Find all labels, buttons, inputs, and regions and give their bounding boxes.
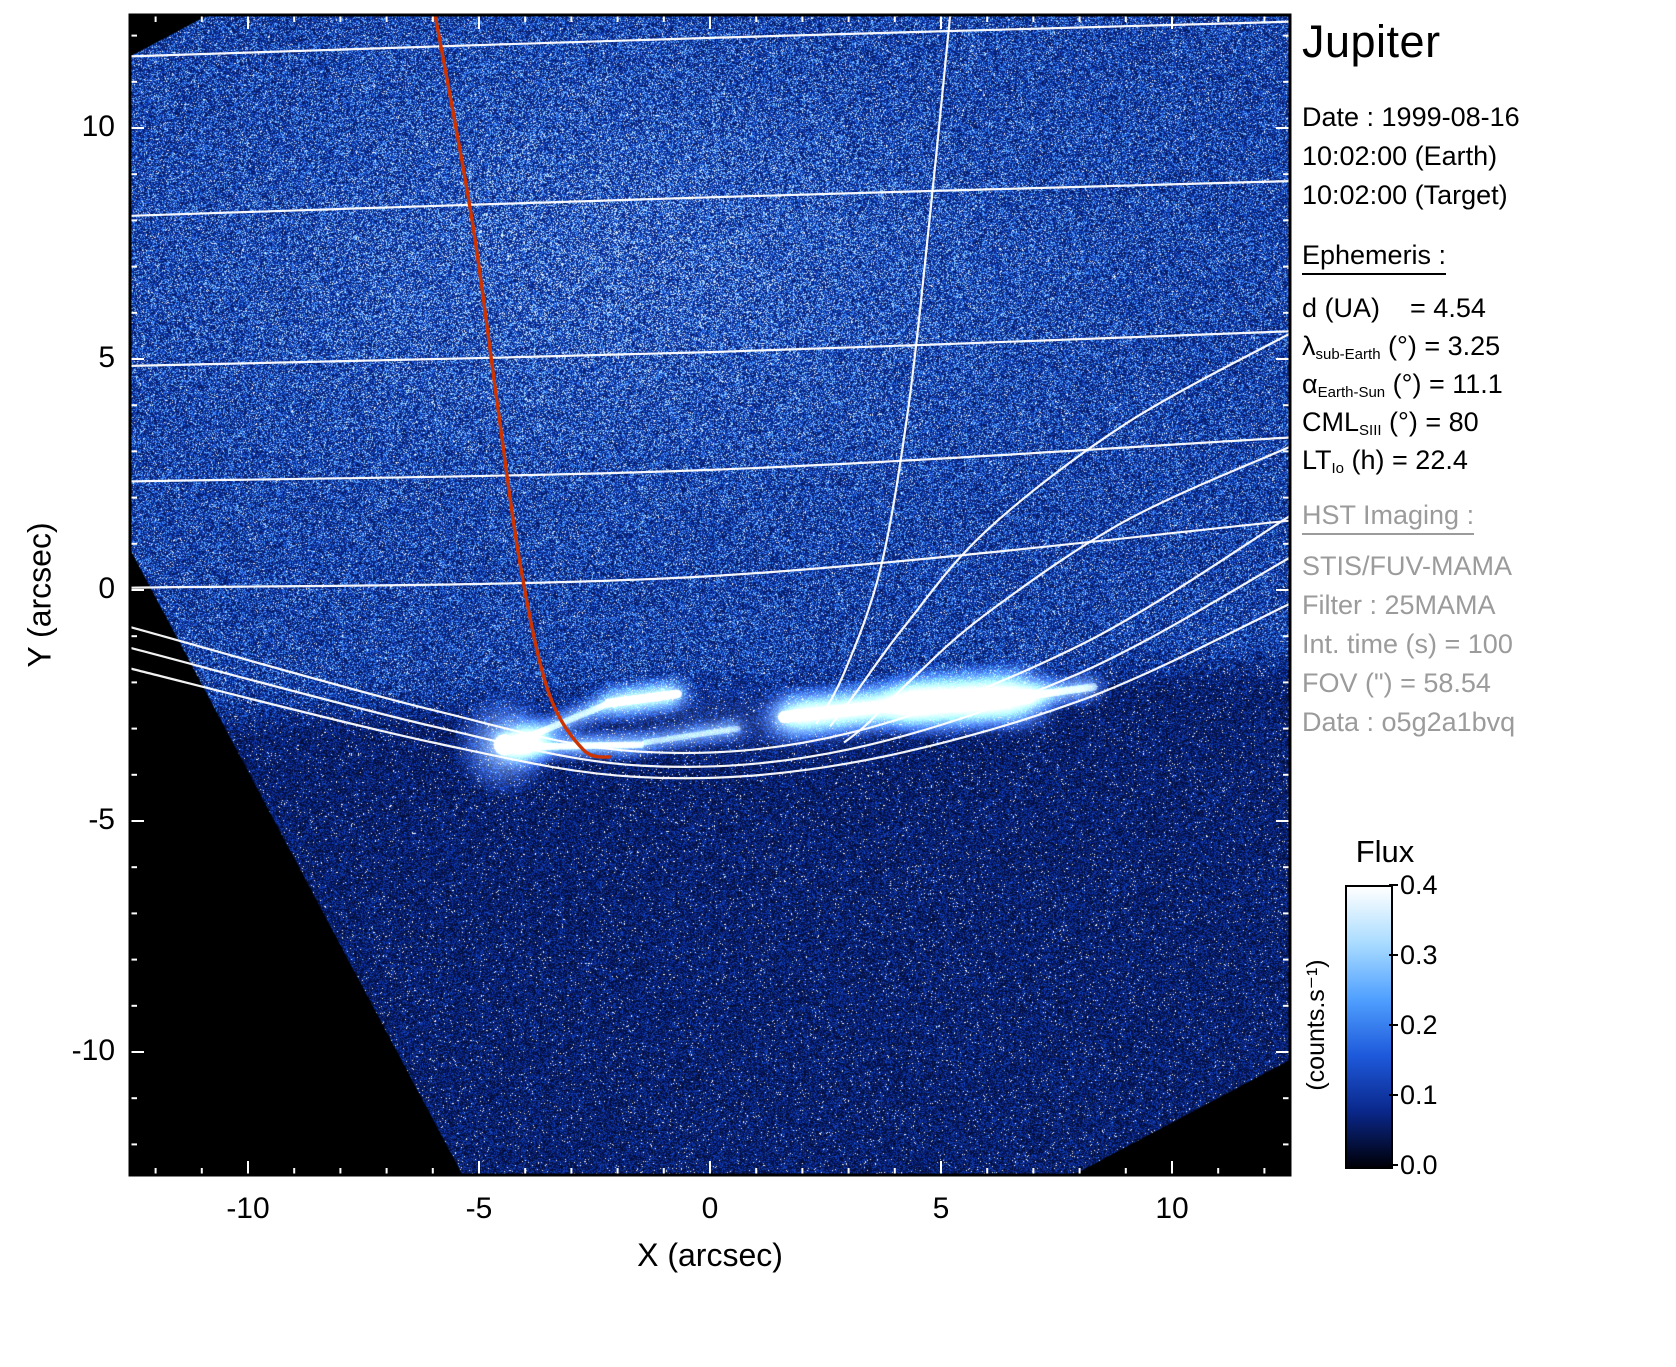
x-tick-label: 0 (650, 1192, 770, 1226)
colorbar-tick-label: 0.0 (1400, 1150, 1480, 1181)
colorbar-tick-label: 0.2 (1400, 1010, 1480, 1041)
colorbar (1345, 885, 1393, 1169)
hst-fov: FOV (") = 58.54 (1302, 664, 1515, 703)
colorbar-tick-mark (1389, 954, 1398, 956)
sky-image-canvas (130, 15, 1290, 1175)
y-tick-label: 0 (20, 572, 115, 606)
y-tick-label: -10 (20, 1034, 115, 1068)
observation-date: Date : 1999-08-16 (1302, 98, 1520, 137)
observation-block: Date : 1999-08-16 10:02:00 (Earth) 10:02… (1302, 98, 1520, 215)
hst-imaging-lines: STIS/FUV-MAMA Filter : 25MAMA Int. time … (1302, 547, 1515, 742)
colorbar-tick-label: 0.3 (1400, 940, 1480, 971)
hst-imaging-block: HST Imaging : STIS/FUV-MAMA Filter : 25M… (1302, 500, 1515, 742)
ephemeris-block: Ephemeris : d (UA) = 4.54 λsub-Earth (°)… (1302, 240, 1503, 479)
ephemeris-heading: Ephemeris : (1302, 240, 1446, 275)
hst-data-id: Data : o5g2a1bvq (1302, 703, 1515, 742)
x-tick-label: -10 (188, 1192, 308, 1226)
x-tick-label: -5 (419, 1192, 539, 1226)
observation-time-target: 10:02:00 (Target) (1302, 176, 1520, 215)
ephemeris-row-subearth-lat: λsub-Earth (°) = 3.25 (1302, 327, 1503, 365)
y-tick-label: -5 (20, 803, 115, 837)
hst-instrument: STIS/FUV-MAMA (1302, 547, 1515, 586)
page-title: Jupiter (1302, 16, 1441, 68)
hst-int-time: Int. time (s) = 100 (1302, 625, 1515, 664)
hst-filter: Filter : 25MAMA (1302, 586, 1515, 625)
observation-time-earth: 10:02:00 (Earth) (1302, 137, 1520, 176)
colorbar-tick-label: 0.1 (1400, 1080, 1480, 1111)
colorbar-title: Flux (1330, 834, 1440, 870)
ephemeris-row-distance: d (UA) = 4.54 (1302, 289, 1503, 327)
colorbar-tick-mark (1389, 1024, 1398, 1026)
ephemeris-rows: d (UA) = 4.54 λsub-Earth (°) = 3.25 αEar… (1302, 289, 1503, 479)
colorbar-tick-mark (1389, 884, 1398, 886)
x-tick-label: 5 (881, 1192, 1001, 1226)
y-tick-label: 10 (20, 110, 115, 144)
hst-imaging-heading: HST Imaging : (1302, 500, 1474, 535)
y-tick-label: 5 (20, 341, 115, 375)
colorbar-tick-mark (1389, 1094, 1398, 1096)
x-tick-label: 10 (1112, 1192, 1232, 1226)
ephemeris-row-cml: CMLSIII (°) = 80 (1302, 403, 1503, 441)
colorbar-unit-label: (counts.s⁻¹) (1301, 959, 1331, 1090)
ephemeris-row-phase-angle: αEarth-Sun (°) = 11.1 (1302, 365, 1503, 403)
colorbar-tick-mark (1389, 1164, 1398, 1166)
ephemeris-row-io-localtime: LTIo (h) = 22.4 (1302, 441, 1503, 479)
colorbar-tick-label: 0.4 (1400, 870, 1480, 901)
x-axis-label: X (arcsec) (555, 1237, 865, 1274)
figure-root: X (arcsec) Y (arcsec) Jupiter Date : 199… (0, 0, 1676, 1367)
